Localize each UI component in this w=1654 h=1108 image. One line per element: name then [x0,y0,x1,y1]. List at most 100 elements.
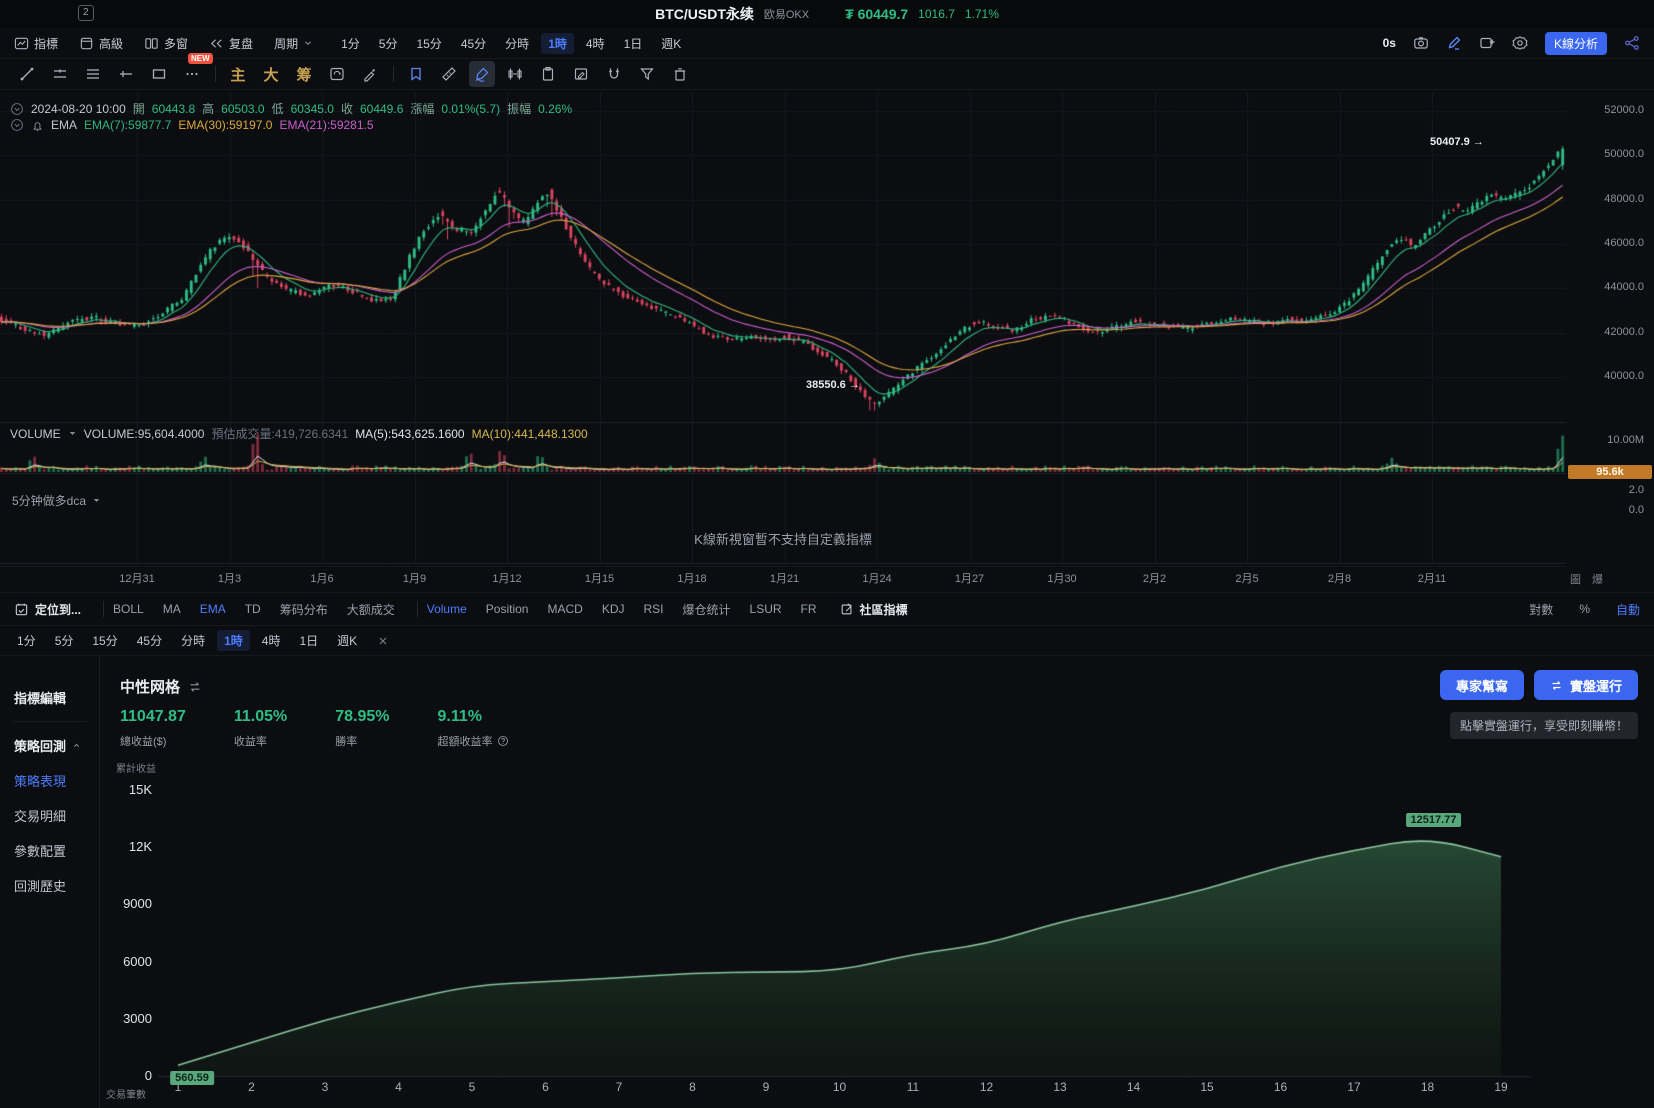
camera-icon[interactable] [1413,35,1429,51]
refresh-box-tool[interactable] [324,61,350,87]
order-note-tool[interactable] [568,61,594,87]
magnet-tool[interactable] [601,61,627,87]
indicator-fr[interactable]: FR [800,602,817,616]
timeframe-15m[interactable]: 15分 [416,36,442,51]
indicator-ma[interactable]: MA [162,602,181,616]
refresh-icon [330,67,344,81]
more-tools-button[interactable]: NEW [179,53,213,87]
locate-button[interactable]: 定位到... [35,602,82,617]
indicator-kdj[interactable]: KDJ [601,602,625,616]
brush-tool[interactable] [357,61,383,87]
wave-pencil-icon [475,67,489,82]
timeframe-1h[interactable]: 1時 [541,32,574,54]
ema21-value: EMA(21):59281.5 [279,118,374,132]
indicator-lsur[interactable]: LSUR [749,602,782,616]
sub-timeframe-45m[interactable]: 45分 [136,634,163,648]
sub-timeframe-1h[interactable]: 1時 [217,630,250,651]
sub-timeframe-4h[interactable]: 4時 [261,634,281,648]
log-scale-toggle[interactable]: 對數 [1529,602,1554,617]
delete-drawings-tool[interactable] [667,61,693,87]
live-run-button[interactable]: 實盤運行 [1533,670,1638,700]
indicator-position[interactable]: Position [485,602,529,616]
indicator-volume[interactable]: Volume [426,602,467,616]
bookmark-tool[interactable] [403,61,429,87]
advanced-menu-button[interactable]: 高級 [79,35,123,52]
indicator-rsi[interactable]: RSI [643,602,664,616]
volume-indicator-name[interactable]: VOLUME [10,426,61,441]
price-axis[interactable]: 10.00M 95.6k 2.0 0.0 52000.0 50000.0 48000… [1566,92,1654,566]
timeframe-45m[interactable]: 45分 [460,36,487,51]
period-dropdown[interactable]: 周期 [274,35,313,52]
sub-timeframe-1d[interactable]: 1日 [299,634,319,648]
clipboard-tool[interactable] [535,61,561,87]
add-window-icon[interactable] [1479,35,1495,51]
axis-liquidation-icon[interactable]: 爆 [1592,574,1603,586]
filter-tool[interactable] [634,61,660,87]
equity-curve-canvas[interactable] [100,758,1654,1108]
timeframe-1d[interactable]: 1日 [623,36,643,51]
main-chart-glyph-button[interactable]: 主 [230,66,246,84]
trendline-tool[interactable] [14,61,40,87]
window-count-badge[interactable]: 2 [78,5,94,21]
equity-y-axis-title: 累計收益 [116,764,156,775]
indicator-menu-button[interactable]: 指標 [14,35,58,52]
candlestick-chart-canvas[interactable] [0,92,1566,564]
percent-scale-toggle[interactable]: % [1579,602,1590,616]
time-axis[interactable]: 12月31 1月3 1月6 1月9 1月12 1月15 1月18 1月21 1月24 1月27 1月… [0,566,1566,593]
sidebar-item-strategy-performance[interactable]: 策略表現 [14,774,67,789]
indicator-ema[interactable]: EMA [199,602,226,616]
timeframe-minutes[interactable]: 分時 [505,36,530,51]
horizontal-ray-tool[interactable] [113,61,139,87]
sidebar-item-parameter-config[interactable]: 參數配置 [14,844,67,859]
close-icon[interactable] [377,635,389,647]
timeframe-1w[interactable]: 週K [661,36,682,51]
multi-window-button[interactable]: 多窗 [144,35,188,52]
wave-pencil-tool[interactable] [469,61,495,87]
ema7-value: EMA(7):59877.7 [84,118,172,132]
indicator-liquidation[interactable]: 爆仓统计 [682,602,731,617]
gear-icon[interactable] [1512,35,1528,51]
rectangle-tool[interactable] [146,61,172,87]
parallel-lines-tool[interactable] [47,61,73,87]
timeframe-1m[interactable]: 1分 [341,36,360,51]
parallel-lines-icon [54,69,66,78]
replay-button[interactable]: 复盘 [209,35,253,52]
axis-calendar-icon[interactable]: 圖 [1570,574,1581,586]
sidebar-item-backtest-history[interactable]: 回測歷史 [14,879,67,894]
share-icon[interactable] [1624,35,1640,51]
compare-candles-tool[interactable] [502,61,528,87]
indicator-macd[interactable]: MACD [547,602,583,616]
timeframe-5m[interactable]: 5分 [378,36,398,51]
auto-scale-toggle[interactable]: 自動 [1615,602,1640,617]
equity-x-tick-label: 18 [1420,1080,1435,1094]
sub-timeframe-15m[interactable]: 15分 [92,634,118,648]
sidebar-item-strategy-backtest[interactable]: 策略回測 [0,728,99,763]
pencil-icon[interactable] [1446,35,1462,51]
price-tick-label: 52000.0 [1604,104,1644,117]
large-view-glyph-button[interactable]: 大 [263,66,279,84]
community-indicators-button[interactable]: 社區指標 [859,602,908,617]
lines-list-tool[interactable] [80,61,106,87]
kline-analysis-button[interactable]: K線分析 [1544,31,1607,55]
sub-timeframe-5m[interactable]: 5分 [54,634,74,648]
expert-help-button[interactable]: 專家幫寫 [1439,670,1524,700]
custom-indicator-row[interactable]: 5分钟做多dca [12,492,101,509]
indicator-chip-distribution[interactable]: 筹码分布 [279,602,328,617]
chips-glyph-button[interactable]: 筹 [296,66,312,84]
sub-timeframe-1w[interactable]: 週K [337,634,358,648]
sub-timeframe-1m[interactable]: 1分 [17,634,36,648]
question-circle-icon[interactable] [497,735,509,747]
collapse-circle-icon[interactable] [10,118,24,132]
sub-timeframe-minutes[interactable]: 分時 [181,634,206,648]
sidebar-item-indicator-edit[interactable]: 指標編輯 [14,691,67,706]
measure-tool[interactable] [436,61,462,87]
swap-icon[interactable] [188,680,202,694]
alarm-bell-icon[interactable] [31,119,44,132]
timeframe-4h[interactable]: 4時 [585,36,605,51]
indicator-large-trades[interactable]: 大额成交 [346,602,395,617]
indicator-boll[interactable]: BOLL [113,602,144,616]
indicator-td[interactable]: TD [244,602,261,616]
sidebar-item-trade-details[interactable]: 交易明細 [14,809,67,824]
collapse-circle-icon[interactable] [10,102,24,116]
